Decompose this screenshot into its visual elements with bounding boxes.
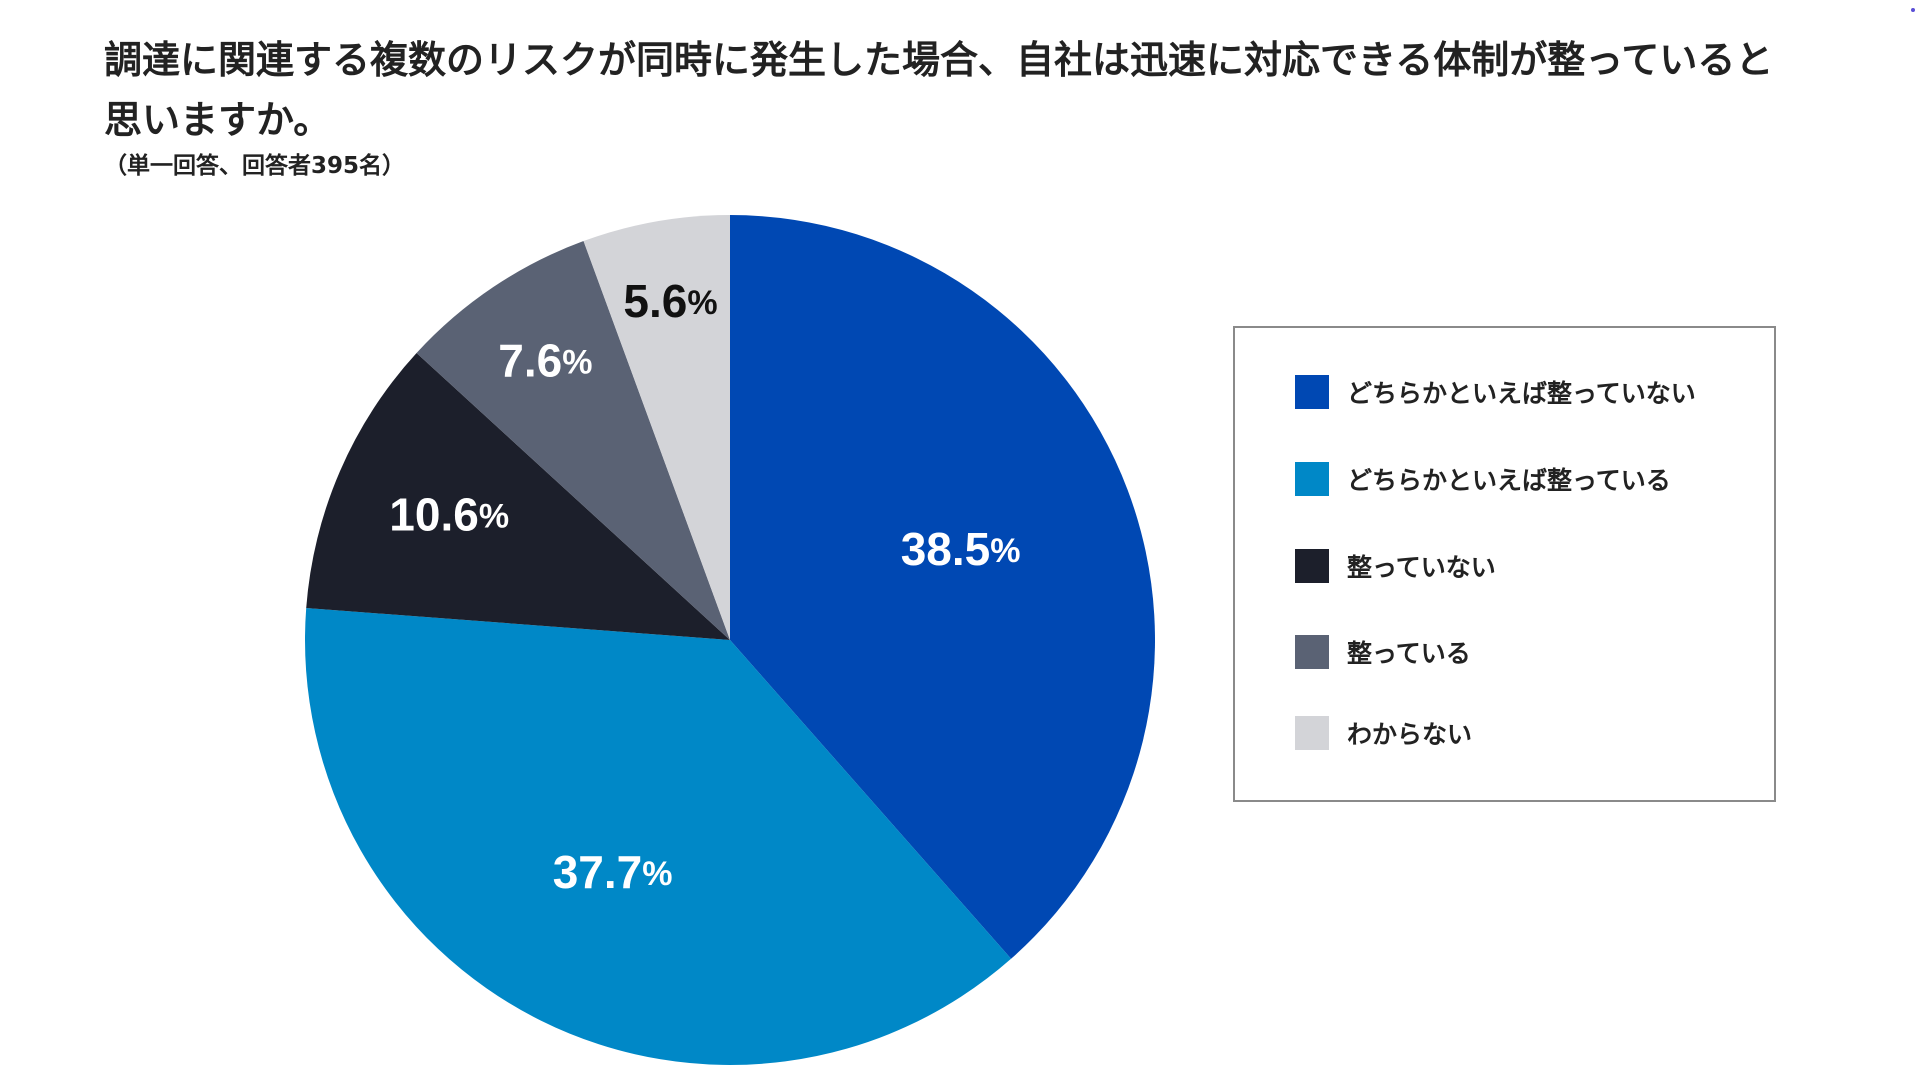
- legend: どちらかといえば整っていない どちらかといえば整っている 整っていない 整ってい…: [1233, 326, 1776, 802]
- pie-data-label: 5.6%: [623, 275, 717, 327]
- pie-data-label: 37.7%: [553, 846, 673, 898]
- legend-label: どちらかといえば整っていない: [1347, 379, 1696, 408]
- pie-data-label-unit: %: [990, 532, 1020, 570]
- pie-slice: [416, 241, 730, 640]
- pie-data-label-unit: %: [562, 344, 592, 382]
- pie-slice: [305, 607, 1012, 1065]
- pie-slice: [583, 215, 730, 640]
- pie-chart: 38.5%37.7%10.6%7.6%5.6%: [305, 215, 1155, 1065]
- legend-item: わからない: [1295, 715, 1472, 751]
- legend-label: わからない: [1347, 720, 1473, 749]
- pie-data-label-value: 37.7: [553, 846, 643, 898]
- pie-data-label: 38.5%: [901, 523, 1021, 575]
- pie-data-label-unit: %: [687, 284, 717, 322]
- pie-slice: [306, 352, 730, 640]
- pie-data-label-value: 38.5: [901, 523, 991, 575]
- legend-swatch: [1295, 549, 1329, 583]
- pie-data-label: 7.6%: [498, 335, 592, 387]
- pie-slices: [305, 215, 1155, 1065]
- legend-swatch: [1295, 462, 1329, 496]
- legend-swatch: [1295, 375, 1329, 409]
- pie-data-labels: 38.5%37.7%10.6%7.6%5.6%: [389, 275, 1020, 898]
- legend-label: 整っている: [1347, 639, 1471, 668]
- pie-data-label-value: 5.6: [623, 275, 687, 327]
- legend-label: どちらかといえば整っている: [1347, 466, 1671, 495]
- pie-data-label-unit: %: [479, 497, 509, 535]
- pie-data-label-value: 10.6: [389, 489, 479, 541]
- legend-item: どちらかといえば整っている: [1295, 461, 1671, 497]
- legend-item: どちらかといえば整っていない: [1295, 374, 1696, 410]
- pie-slice: [730, 215, 1155, 959]
- pie-data-label-unit: %: [642, 855, 672, 893]
- chart-subtitle: （単一回答、回答者395名）: [104, 153, 406, 179]
- chart-title: 調達に関連する複数のリスクが同時に発生した場合、自社は迅速に対応できる体制が整っ…: [104, 38, 1774, 142]
- pie-data-label-value: 7.6: [498, 335, 562, 387]
- legend-label: 整っていない: [1347, 553, 1496, 582]
- legend-swatch: [1295, 716, 1329, 750]
- pie-data-label: 10.6%: [389, 489, 509, 541]
- legend-item: 整っている: [1295, 634, 1471, 670]
- corner-dot: [1911, 8, 1915, 12]
- legend-item: 整っていない: [1295, 548, 1496, 584]
- legend-swatch: [1295, 635, 1329, 669]
